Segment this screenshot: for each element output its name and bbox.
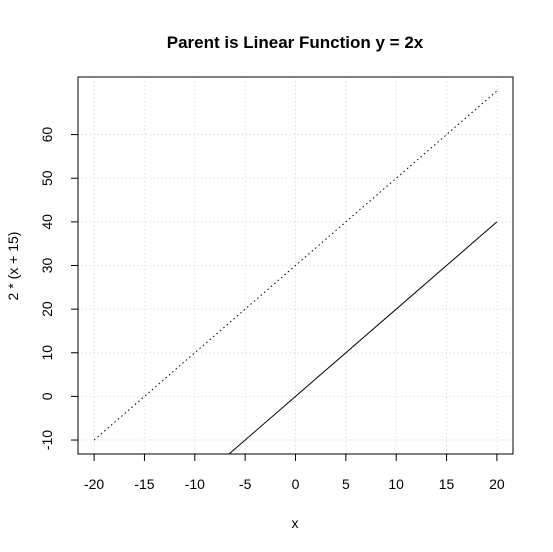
y-tick-label: 50 xyxy=(39,170,55,186)
x-tick-label: -20 xyxy=(84,476,104,492)
y-tick-label: 10 xyxy=(39,345,55,361)
series-line-1 xyxy=(228,221,498,454)
x-tick-label: 10 xyxy=(388,476,404,492)
y-tick-label: -10 xyxy=(39,430,55,450)
y-tick-label: 0 xyxy=(39,392,55,400)
y-axis-label: 2 * (x + 15) xyxy=(5,232,21,301)
series xyxy=(93,90,498,454)
x-tick-label: -15 xyxy=(134,476,154,492)
x-axis: -20 -15 -10 -5 0 5 10 15 20 xyxy=(84,453,505,492)
x-tick-label: -10 xyxy=(185,476,205,492)
y-tick-label: 20 xyxy=(39,301,55,317)
series-line-0 xyxy=(93,90,498,441)
x-tick-label: -5 xyxy=(239,476,252,492)
y-tick-label: 60 xyxy=(39,127,55,143)
x-axis-label: x xyxy=(292,515,299,531)
x-tick-label: 15 xyxy=(439,476,455,492)
chart-title: Parent is Linear Function y = 2x xyxy=(167,33,424,52)
x-tick-label: 5 xyxy=(342,476,350,492)
y-axis: -10 0 10 20 30 40 50 60 xyxy=(39,127,79,450)
x-tick-label: 0 xyxy=(292,476,300,492)
y-tick-label: 40 xyxy=(39,214,55,230)
x-tick-label: 20 xyxy=(489,476,505,492)
y-tick-label: 30 xyxy=(39,258,55,274)
